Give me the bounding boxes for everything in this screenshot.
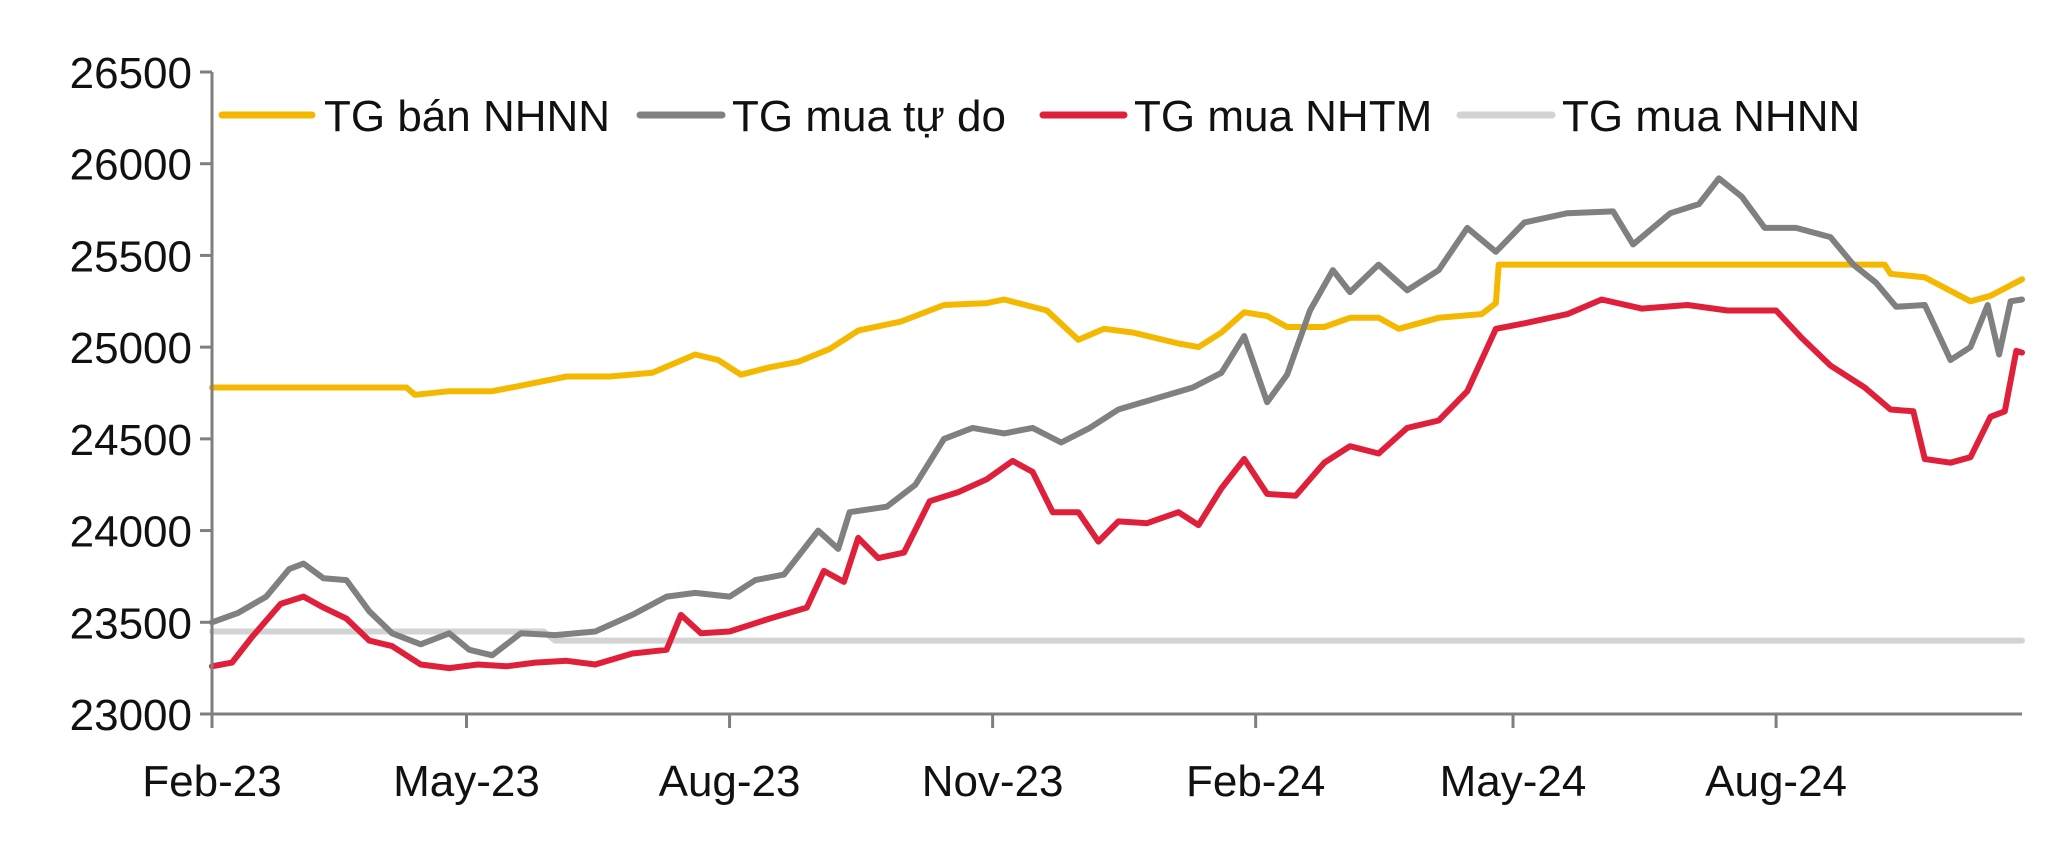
y-tick-label: 23500 xyxy=(70,599,192,648)
y-tick-label: 25000 xyxy=(70,324,192,373)
y-tick-label: 25500 xyxy=(70,232,192,281)
y-ticks: 23000 23500 24000 24500 25000 25500 26000 26500 xyxy=(70,49,212,740)
legend: TG bán NHNN TG mua tự do TG mua NHTM TG mua… xyxy=(218,92,1860,141)
axes-layer xyxy=(210,72,2022,716)
legend-label: TG mua NHNN xyxy=(1562,92,1860,141)
series-layer xyxy=(209,175,2025,672)
x-tick-label: Aug-24 xyxy=(1705,757,1847,806)
x-tick-label: Feb-23 xyxy=(142,757,281,806)
x-ticks: Feb-23 May-23 Aug-23 Nov-23 Feb-24 May-24 Aug-… xyxy=(142,714,1847,806)
x-tick-label: Aug-23 xyxy=(659,757,801,806)
series-line-3 xyxy=(209,628,2025,644)
x-tick-label: May-23 xyxy=(393,757,540,806)
y-tick-label: 26500 xyxy=(70,49,192,98)
y-tick-label: 24000 xyxy=(70,508,192,557)
x-tick-label: Feb-24 xyxy=(1186,757,1325,806)
x-tick-label: May-24 xyxy=(1440,757,1587,806)
series-line-2 xyxy=(209,296,2025,672)
legend-label: TG mua tự do xyxy=(732,92,1006,141)
series-line-0 xyxy=(209,261,2025,398)
legend-label: TG bán NHNN xyxy=(324,92,610,141)
series-line-1 xyxy=(209,175,2025,659)
y-tick-label: 23000 xyxy=(70,691,192,740)
y-tick-label: 26000 xyxy=(70,141,192,190)
x-tick-label: Nov-23 xyxy=(922,757,1064,806)
legend-label: TG mua NHTM xyxy=(1134,92,1432,141)
y-tick-label: 24500 xyxy=(70,416,192,465)
